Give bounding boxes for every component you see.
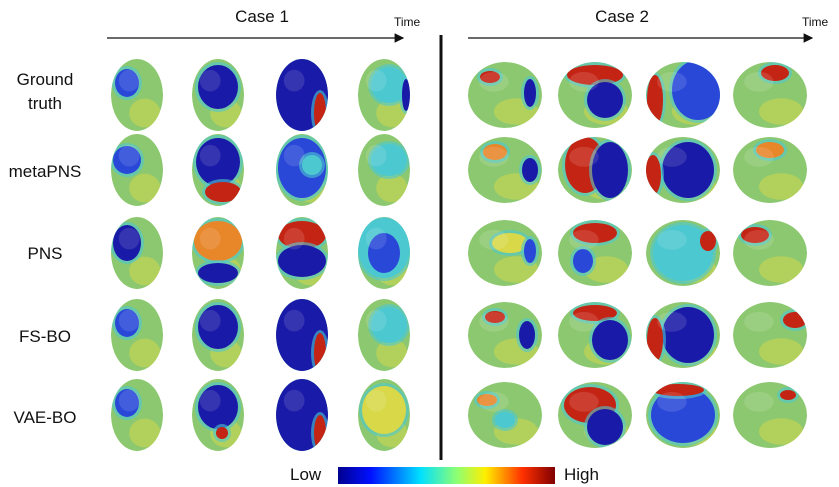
heart-map [468, 220, 542, 286]
heart-map [110, 134, 163, 206]
heart-map [192, 134, 244, 206]
heart-map [358, 379, 410, 451]
colorbar-low: Low [290, 465, 321, 485]
heart-map [468, 137, 542, 203]
heart-map [558, 134, 632, 203]
heart-map [358, 134, 410, 206]
heart-map [192, 379, 244, 451]
colorbar-high: High [564, 465, 599, 485]
heart-map [111, 59, 163, 131]
heart-map [733, 62, 807, 128]
heart-map [273, 56, 331, 136]
heart-map [468, 62, 542, 128]
figure-graphics [0, 0, 839, 487]
colorbar [338, 467, 555, 484]
heart-map [355, 215, 413, 289]
heart-map [642, 137, 720, 203]
row-label: Ground truth [5, 68, 85, 116]
heart-map [558, 62, 632, 128]
heart-map [646, 220, 720, 286]
heart-map [644, 57, 727, 128]
case-title: Case 1 [212, 7, 312, 27]
heart-map [273, 376, 331, 454]
row-label: VAE-BO [0, 406, 90, 430]
axis-label: Time [802, 15, 828, 29]
heart-map [733, 302, 810, 368]
heart-map [273, 296, 331, 376]
heart-map [110, 217, 163, 289]
heart-map [358, 59, 413, 131]
heart-map [468, 382, 542, 448]
heart-map [275, 217, 329, 289]
row-label: metaPNS [0, 160, 90, 184]
heart-map [733, 137, 807, 203]
heart-map [111, 299, 163, 371]
heart-map [733, 382, 807, 448]
axis-label: Time [394, 15, 420, 29]
heart-map [558, 220, 632, 286]
heart-map [192, 299, 244, 371]
heart-map [111, 379, 163, 451]
heart-map [192, 59, 244, 131]
heart-map [646, 381, 720, 448]
case-title: Case 2 [572, 7, 672, 27]
row-label: PNS [0, 242, 90, 266]
heart-map [191, 217, 245, 289]
heart-map [733, 220, 807, 286]
heart-map [468, 302, 542, 368]
heart-map [644, 302, 720, 368]
row-label: FS-BO [0, 325, 90, 349]
heart-map [358, 299, 410, 371]
heart-map [558, 302, 632, 368]
heart-map [275, 134, 329, 206]
figure: Case 1 Time Case 2 Time Ground truth met… [0, 0, 839, 487]
heart-map [558, 382, 632, 448]
